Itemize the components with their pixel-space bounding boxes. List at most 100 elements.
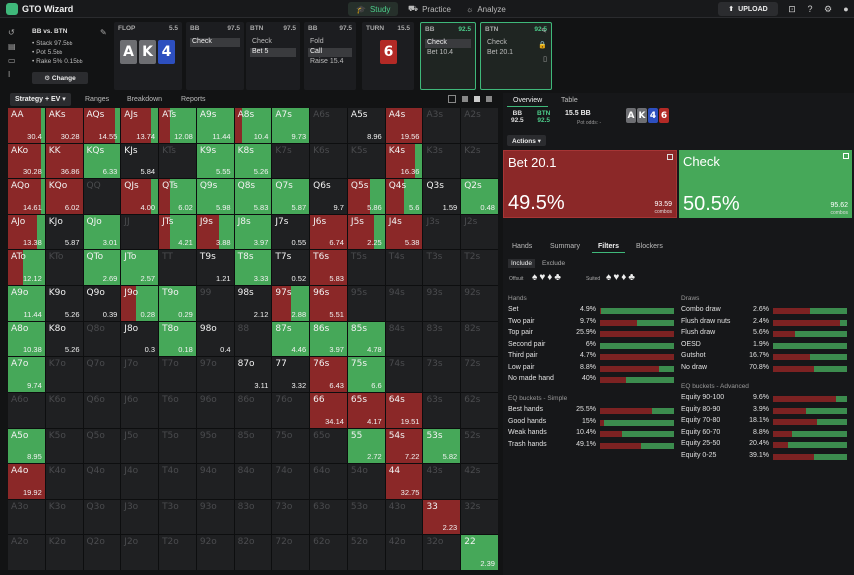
range-cell[interactable]: K8s 5.26 xyxy=(234,143,272,179)
range-cell[interactable]: Q6o xyxy=(83,392,121,428)
settings-gear-icon[interactable]: ⚙ xyxy=(823,4,833,14)
range-cell[interactable]: J6s 6.74 xyxy=(310,214,347,250)
range-cell[interactable]: 83s xyxy=(423,321,461,357)
range-cell[interactable]: 32s xyxy=(461,499,498,535)
range-cell[interactable]: Q4o xyxy=(83,464,121,499)
range-cell[interactable]: T7o xyxy=(159,357,196,392)
range-cell[interactable]: KK 36.86 xyxy=(45,143,83,179)
range-cell[interactable]: 74s xyxy=(385,357,423,392)
diamond-icon[interactable]: ♦ xyxy=(547,272,553,283)
heart-icon[interactable]: ♥ xyxy=(539,272,546,283)
range-cell[interactable]: 84s xyxy=(385,321,423,357)
range-cell[interactable]: 77 3.32 xyxy=(272,357,310,392)
action-check[interactable]: Check xyxy=(252,38,272,45)
tab-overview[interactable]: Overview xyxy=(507,95,549,107)
range-cell[interactable]: A6s xyxy=(310,108,347,143)
stat-row[interactable]: Gutshot 16.7% xyxy=(681,352,849,362)
range-cell[interactable]: 88 xyxy=(234,321,272,357)
range-cell[interactable]: K3o xyxy=(45,499,83,535)
range-cell[interactable]: Q9s 5.98 xyxy=(196,179,234,214)
range-cell[interactable]: A3s xyxy=(423,108,461,143)
range-cell[interactable]: A4o 19.92 xyxy=(8,464,45,499)
range-cell[interactable]: A7s 9.73 xyxy=(272,108,310,143)
range-cell[interactable]: Q6s 9.7 xyxy=(310,179,347,214)
bet-action-tile[interactable]: Bet 20.1 49.5% 93.59 combos xyxy=(503,150,677,218)
range-cell[interactable]: 62s xyxy=(461,392,498,428)
stat-row[interactable]: Equity 25-50 20.4% xyxy=(681,440,849,450)
range-cell[interactable]: Q2s 0.48 xyxy=(461,179,498,214)
range-cell[interactable]: 63s xyxy=(423,392,461,428)
range-cell[interactable]: Q9o 0.39 xyxy=(83,286,121,321)
range-cell[interactable]: KQs 6.33 xyxy=(83,143,121,179)
range-cell[interactable]: 43s xyxy=(423,464,461,499)
range-cell[interactable]: 73o xyxy=(272,499,310,535)
tab-filters[interactable]: Filters xyxy=(592,241,626,253)
edit-icon[interactable]: ✎ xyxy=(100,28,107,37)
action-bet[interactable]: Bet 10.4 xyxy=(427,49,454,56)
range-cell[interactable]: J9o 0.28 xyxy=(121,286,159,321)
range-cell[interactable]: KQo 6.02 xyxy=(45,179,83,214)
heart-icon[interactable]: ♥ xyxy=(613,272,620,283)
range-cell[interactable]: TT xyxy=(159,250,196,286)
range-cell[interactable]: 54o xyxy=(347,464,385,499)
stat-row[interactable]: Equity 0-25 39.1% xyxy=(681,452,849,462)
range-cell[interactable]: J7o xyxy=(121,357,159,392)
range-cell[interactable]: 92s xyxy=(461,286,498,321)
range-cell[interactable]: 98o 0.4 xyxy=(196,321,234,357)
range-cell[interactable]: 53o xyxy=(347,499,385,535)
expand-icon[interactable] xyxy=(843,153,849,159)
range-cell[interactable]: JJ xyxy=(121,214,159,250)
stat-row[interactable]: No made hand 40% xyxy=(508,375,676,385)
range-cell[interactable]: 94s xyxy=(385,286,423,321)
range-cell[interactable]: 85o xyxy=(234,428,272,464)
range-cell[interactable]: ATs 12.08 xyxy=(159,108,196,143)
tab-summary[interactable]: Summary xyxy=(550,243,580,250)
range-cell[interactable]: 52o xyxy=(347,535,385,570)
text-cursor-icon[interactable]: I xyxy=(8,70,11,79)
action-fold[interactable]: Fold xyxy=(310,38,324,45)
range-cell[interactable]: K7s xyxy=(272,143,310,179)
range-cell[interactable]: 97o xyxy=(196,357,234,392)
exclude-toggle[interactable]: Exclude xyxy=(542,260,566,267)
range-cell[interactable]: T9o 0.29 xyxy=(159,286,196,321)
range-cell[interactable]: K6s xyxy=(310,143,347,179)
range-cell[interactable]: Q8s 5.83 xyxy=(234,179,272,214)
range-cell[interactable]: T3o xyxy=(159,499,196,535)
help-icon[interactable]: ? xyxy=(807,4,813,14)
stat-row[interactable]: Trash hands 49.1% xyxy=(508,441,676,451)
tab-hands[interactable]: Hands xyxy=(512,243,533,250)
range-cell[interactable]: A8s 10.4 xyxy=(234,108,272,143)
range-cell[interactable]: 65s 4.17 xyxy=(347,392,385,428)
range-cell[interactable]: 96o xyxy=(196,392,234,428)
range-cell[interactable]: 85s 4.78 xyxy=(347,321,385,357)
range-cell[interactable]: T6s 5.83 xyxy=(310,250,347,286)
range-cell[interactable]: 92o xyxy=(196,535,234,570)
range-cell[interactable]: 94o xyxy=(196,464,234,499)
expand-icon[interactable] xyxy=(667,154,673,160)
range-cell[interactable]: Q5o xyxy=(83,428,121,464)
range-cell[interactable]: T9s 1.21 xyxy=(196,250,234,286)
range-cell[interactable]: K4o xyxy=(45,464,83,499)
range-cell[interactable]: J6o xyxy=(121,392,159,428)
save-icon[interactable]: ▤ xyxy=(8,42,16,51)
range-cell[interactable]: T4s xyxy=(385,250,423,286)
range-cell[interactable]: Q5s 5.86 xyxy=(347,179,385,214)
stat-row[interactable]: Equity 80-90 3.9% xyxy=(681,406,849,416)
range-cell[interactable]: 83o xyxy=(234,499,272,535)
range-cell[interactable]: J9s 3.88 xyxy=(196,214,234,250)
stat-row[interactable]: Third pair 4.7% xyxy=(508,352,676,362)
range-cell[interactable]: K8o 5.26 xyxy=(45,321,83,357)
range-cell[interactable]: AJo 13.38 xyxy=(8,214,45,250)
range-cell[interactable]: K9s 5.55 xyxy=(196,143,234,179)
range-cell[interactable]: 74o xyxy=(272,464,310,499)
range-cell[interactable]: 22 2.39 xyxy=(461,535,498,570)
range-cell[interactable]: 53s 5.82 xyxy=(423,428,461,464)
range-cell[interactable]: 55 2.72 xyxy=(347,428,385,464)
stat-row[interactable]: Best hands 25.5% xyxy=(508,406,676,416)
range-cell[interactable]: K5s xyxy=(347,143,385,179)
range-cell[interactable]: J7s 0.55 xyxy=(272,214,310,250)
range-cell[interactable]: T7s 0.52 xyxy=(272,250,310,286)
action-check[interactable]: Check xyxy=(190,38,240,47)
range-cell[interactable]: 76s 6.43 xyxy=(310,357,347,392)
action-raise[interactable]: Raise 15.4 xyxy=(310,58,344,65)
